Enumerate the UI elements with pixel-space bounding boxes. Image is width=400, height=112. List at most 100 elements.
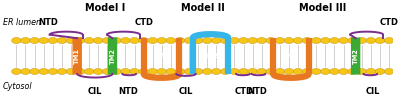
Ellipse shape bbox=[12, 68, 21, 74]
Ellipse shape bbox=[102, 38, 112, 44]
Ellipse shape bbox=[21, 68, 30, 74]
Ellipse shape bbox=[375, 68, 385, 74]
Ellipse shape bbox=[130, 38, 139, 44]
Text: Model II: Model II bbox=[181, 3, 224, 13]
Ellipse shape bbox=[284, 38, 294, 44]
Text: Cytosol: Cytosol bbox=[3, 82, 32, 92]
Ellipse shape bbox=[166, 38, 176, 44]
Ellipse shape bbox=[66, 68, 76, 74]
Text: NTD: NTD bbox=[118, 86, 138, 96]
Ellipse shape bbox=[330, 68, 339, 74]
Ellipse shape bbox=[66, 38, 76, 44]
Ellipse shape bbox=[130, 68, 139, 74]
Text: CTD: CTD bbox=[380, 18, 398, 27]
Ellipse shape bbox=[112, 38, 121, 44]
Ellipse shape bbox=[339, 38, 348, 44]
Ellipse shape bbox=[57, 38, 66, 44]
Ellipse shape bbox=[275, 68, 285, 74]
Text: CIL: CIL bbox=[88, 86, 102, 96]
Ellipse shape bbox=[212, 38, 221, 44]
Ellipse shape bbox=[84, 38, 94, 44]
Ellipse shape bbox=[121, 68, 130, 74]
Ellipse shape bbox=[102, 68, 112, 74]
Ellipse shape bbox=[48, 68, 58, 74]
Ellipse shape bbox=[230, 38, 239, 44]
Ellipse shape bbox=[30, 38, 39, 44]
FancyBboxPatch shape bbox=[351, 37, 360, 75]
Ellipse shape bbox=[357, 68, 366, 74]
Text: CTD: CTD bbox=[134, 18, 153, 27]
Ellipse shape bbox=[339, 68, 348, 74]
Ellipse shape bbox=[321, 68, 330, 74]
Text: TM1: TM1 bbox=[283, 53, 299, 59]
Ellipse shape bbox=[275, 38, 285, 44]
Ellipse shape bbox=[302, 68, 312, 74]
FancyBboxPatch shape bbox=[108, 37, 117, 75]
Ellipse shape bbox=[75, 38, 85, 44]
Ellipse shape bbox=[321, 38, 330, 44]
Text: TM1: TM1 bbox=[74, 48, 80, 64]
Ellipse shape bbox=[239, 38, 248, 44]
Ellipse shape bbox=[312, 68, 321, 74]
Ellipse shape bbox=[94, 68, 103, 74]
Ellipse shape bbox=[194, 68, 203, 74]
Ellipse shape bbox=[384, 38, 394, 44]
Text: TM1: TM1 bbox=[154, 53, 170, 59]
Ellipse shape bbox=[184, 68, 194, 74]
Ellipse shape bbox=[384, 68, 394, 74]
Ellipse shape bbox=[257, 38, 266, 44]
Ellipse shape bbox=[257, 68, 266, 74]
Ellipse shape bbox=[75, 68, 85, 74]
FancyBboxPatch shape bbox=[72, 37, 82, 75]
Ellipse shape bbox=[39, 38, 48, 44]
Ellipse shape bbox=[330, 38, 339, 44]
Ellipse shape bbox=[175, 68, 185, 74]
Ellipse shape bbox=[21, 38, 30, 44]
Ellipse shape bbox=[239, 68, 248, 74]
Text: CIL: CIL bbox=[179, 86, 193, 96]
Ellipse shape bbox=[175, 38, 185, 44]
Ellipse shape bbox=[366, 68, 376, 74]
Ellipse shape bbox=[148, 68, 158, 74]
Ellipse shape bbox=[202, 38, 212, 44]
Ellipse shape bbox=[221, 38, 230, 44]
Ellipse shape bbox=[293, 68, 303, 74]
Ellipse shape bbox=[166, 68, 176, 74]
Ellipse shape bbox=[221, 68, 230, 74]
Ellipse shape bbox=[312, 38, 321, 44]
Ellipse shape bbox=[348, 68, 357, 74]
Ellipse shape bbox=[157, 68, 166, 74]
Ellipse shape bbox=[375, 38, 385, 44]
Ellipse shape bbox=[293, 38, 303, 44]
Ellipse shape bbox=[284, 68, 294, 74]
Ellipse shape bbox=[121, 38, 130, 44]
Text: TM2: TM2 bbox=[110, 48, 116, 64]
Ellipse shape bbox=[48, 38, 58, 44]
Ellipse shape bbox=[57, 68, 66, 74]
Text: CTD: CTD bbox=[234, 86, 253, 96]
Ellipse shape bbox=[266, 68, 276, 74]
Ellipse shape bbox=[94, 38, 103, 44]
Ellipse shape bbox=[30, 68, 39, 74]
Text: TM2: TM2 bbox=[202, 53, 218, 59]
Ellipse shape bbox=[157, 38, 166, 44]
Text: NTD: NTD bbox=[248, 86, 268, 96]
Text: Model III: Model III bbox=[299, 3, 346, 13]
Text: CIL: CIL bbox=[366, 86, 380, 96]
Ellipse shape bbox=[202, 68, 212, 74]
Text: TM2: TM2 bbox=[353, 48, 359, 64]
Ellipse shape bbox=[266, 38, 276, 44]
Ellipse shape bbox=[139, 68, 148, 74]
Ellipse shape bbox=[194, 38, 203, 44]
Text: ER lumen: ER lumen bbox=[3, 18, 41, 27]
Ellipse shape bbox=[12, 38, 21, 44]
Ellipse shape bbox=[112, 68, 121, 74]
Ellipse shape bbox=[84, 68, 94, 74]
Ellipse shape bbox=[357, 38, 366, 44]
Ellipse shape bbox=[39, 68, 48, 74]
Ellipse shape bbox=[148, 38, 158, 44]
Ellipse shape bbox=[366, 38, 376, 44]
Text: NTD: NTD bbox=[38, 18, 58, 27]
Ellipse shape bbox=[230, 68, 239, 74]
Ellipse shape bbox=[184, 38, 194, 44]
